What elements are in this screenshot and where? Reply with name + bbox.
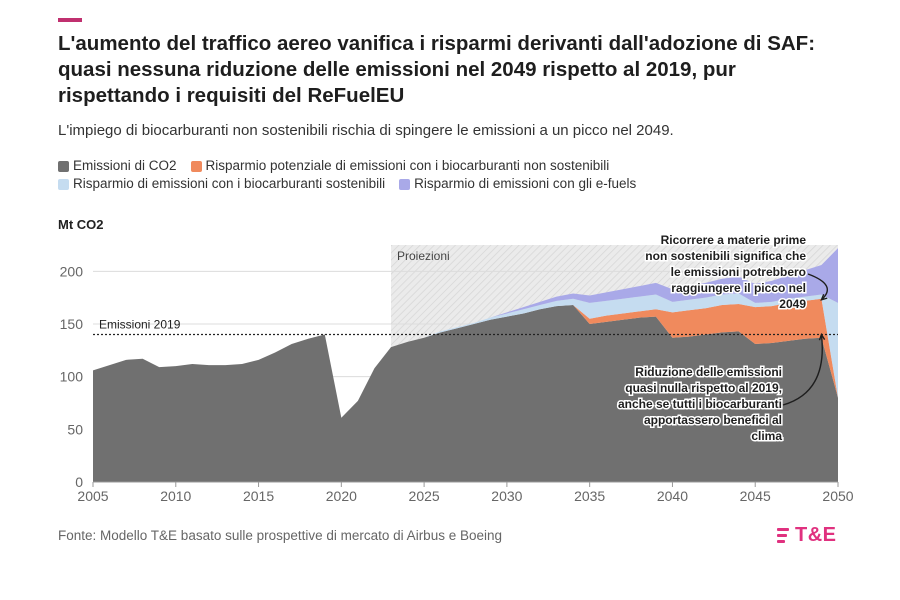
legend-swatch-efuels xyxy=(399,178,411,190)
y-tick-label: 100 xyxy=(60,369,84,385)
annotation-peak: Ricorrere a materie prime non sostenibili… xyxy=(644,232,829,313)
legend-label-co2: Emissioni di CO2 xyxy=(73,158,177,173)
annotation-peak-line: le emissioni potrebbero xyxy=(671,265,806,279)
legend: Emissioni di CO2 Risparmio potenziale di… xyxy=(58,157,858,193)
legend-label-efuels: Risparmio di emissioni con gli e-fuels xyxy=(414,176,637,191)
x-tick-label: 2030 xyxy=(491,488,522,504)
y-tick-label: 0 xyxy=(75,474,83,490)
area-efuels xyxy=(93,248,838,418)
y-tick-label: 200 xyxy=(60,263,84,279)
x-tick-label: 2040 xyxy=(657,488,688,504)
annotation-reduction-line: Riduzione delle emissioni xyxy=(635,365,782,379)
chart-title: L'aumento del traffico aereo vanifica i … xyxy=(58,32,816,107)
legend-swatch-unsustainable xyxy=(190,160,202,172)
annotation-peak-line: 2049 xyxy=(779,297,806,311)
te-logo-text: T&E xyxy=(795,523,837,546)
annotation-peak-arrowhead xyxy=(820,293,828,301)
legend-swatch-sustainable xyxy=(58,178,69,190)
annotation-reduction-line: clima xyxy=(751,429,782,443)
x-tick-label: 2025 xyxy=(409,488,440,504)
legend-swatch-co2 xyxy=(58,160,69,172)
x-tick-label: 2045 xyxy=(740,488,771,504)
te-logo: T&E xyxy=(777,522,837,548)
annotation-peak-line: non sostenibili significa che xyxy=(645,249,806,263)
title-accent-bar xyxy=(58,18,82,22)
annotation-reduction-line: quasi nulla rispetto al 2019, xyxy=(625,381,782,395)
x-tick-label: 2050 xyxy=(822,488,853,504)
y-tick-label: 150 xyxy=(60,316,84,332)
legend-label-unsustainable: Risparmio potenziale di emissioni con i … xyxy=(205,158,610,173)
x-tick-label: 2015 xyxy=(243,488,274,504)
annotation-reduction: Riduzione delle emissioni quasi nulla ris… xyxy=(616,332,826,445)
area-co2 xyxy=(93,305,838,482)
legend-item-unsustainable: Risparmio potenziale di emissioni con i … xyxy=(190,157,610,175)
te-logo-mark xyxy=(777,527,789,543)
legend-item-sustainable: Risparmio di emissioni con i biocarburan… xyxy=(58,175,385,193)
chart-subtitle: L'impiego di biocarburanti non sostenibi… xyxy=(58,122,674,139)
x-tick-label: 2010 xyxy=(160,488,191,504)
x-tick-label: 2035 xyxy=(574,488,605,504)
legend-item-efuels: Risparmio di emissioni con gli e-fuels xyxy=(399,175,636,193)
legend-item-co2: Emissioni di CO2 xyxy=(58,157,177,175)
annotation-reduction-arrow xyxy=(782,334,823,406)
area-unsustainable xyxy=(93,298,838,418)
annotation-peak-arrow xyxy=(807,273,829,301)
area-sustainable xyxy=(93,293,838,418)
reference-line-label: Emissioni 2019 xyxy=(99,318,181,332)
x-tick-label: 2020 xyxy=(326,488,357,504)
annotation-reduction-line: apportassero benefici al xyxy=(644,413,782,427)
annotation-reduction-arrowhead xyxy=(818,332,826,341)
x-tick-label: 2005 xyxy=(77,488,108,504)
annotation-peak-line: Ricorrere a materie prime xyxy=(661,233,807,247)
y-tick-label: 50 xyxy=(67,421,83,437)
annotation-reduction-line: anche se tutti i biocarburanti xyxy=(618,397,782,411)
legend-label-sustainable: Risparmio di emissioni con i biocarburan… xyxy=(73,176,386,191)
annotation-peak-line: raggiungere il picco nel xyxy=(671,281,806,295)
source-note: Fonte: Modello T&E basato sulle prospett… xyxy=(58,528,502,543)
projection-label: Proiezioni xyxy=(397,249,450,263)
y-axis-unit-label: Mt CO2 xyxy=(58,217,104,232)
